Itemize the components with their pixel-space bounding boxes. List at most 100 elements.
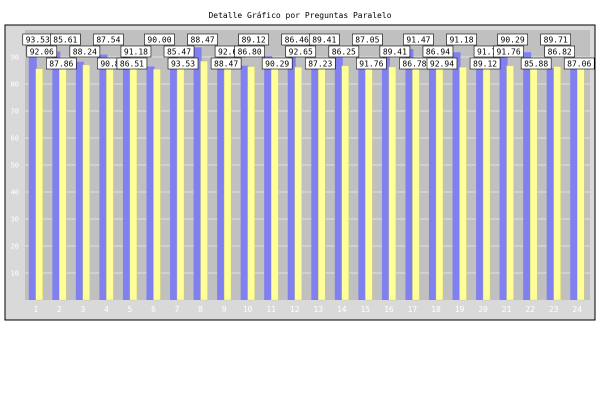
bar-series-1 (287, 49, 296, 300)
bar-series-2 (388, 66, 397, 301)
data-label: 90.00 (147, 36, 171, 45)
x-tick-label: 1 (33, 305, 38, 314)
bar-series-2 (459, 67, 467, 301)
data-label-box (234, 45, 265, 58)
x-tick-label: 22 (525, 305, 535, 314)
bar-series-1 (240, 65, 249, 300)
data-label: 87.54 (96, 36, 120, 45)
data-label-box (167, 57, 199, 70)
x-tick-label: 2 (57, 305, 62, 314)
y-tick-label: 60 (11, 135, 19, 143)
data-label-box (403, 33, 434, 46)
data-label: 88.47 (191, 36, 215, 45)
bar-series-1 (523, 52, 532, 300)
data-label-box (352, 33, 383, 46)
bar-series-1 (264, 56, 273, 301)
bar-series-2 (577, 65, 585, 301)
data-label-box (120, 45, 152, 58)
y-tick-label: 20 (11, 243, 19, 251)
bar-series-1 (170, 57, 179, 300)
bar-series-2 (553, 66, 561, 301)
data-label: 86.25 (332, 48, 356, 57)
x-tick-label: 20 (478, 305, 488, 314)
data-label: 89.41 (312, 36, 336, 45)
data-label-box (144, 33, 175, 46)
data-label: 91.18 (449, 36, 473, 45)
y-tick-label: 50 (11, 162, 19, 170)
data-label-box (238, 33, 269, 46)
data-label: 85.61 (53, 36, 77, 45)
data-label-box (422, 45, 454, 58)
data-label: 90.29 (265, 60, 289, 69)
x-tick-label: 13 (313, 305, 323, 314)
data-label-box (26, 45, 58, 58)
data-label: 91.47 (406, 36, 430, 45)
bar-series-1 (499, 56, 508, 301)
bar-series-2 (529, 67, 538, 301)
data-label: 86.78 (402, 60, 426, 69)
data-label: 87.23 (308, 60, 332, 69)
data-label: 87.05 (355, 36, 379, 45)
x-tick-label: 6 (151, 305, 156, 314)
data-label: 90.29 (501, 36, 525, 45)
x-tick-label: 15 (361, 305, 371, 314)
bar-series-2 (223, 59, 232, 301)
x-tick-label: 23 (549, 305, 559, 314)
bar-series-2 (200, 60, 208, 301)
bar-series-1 (405, 49, 414, 301)
bar-series-2 (176, 60, 185, 301)
x-tick-label: 16 (384, 305, 394, 314)
data-label: 91.76 (497, 48, 521, 57)
bar-series-1 (570, 57, 579, 300)
bar-series-1 (476, 59, 485, 300)
data-label: 89.71 (544, 36, 568, 45)
data-label: 88.47 (214, 60, 238, 69)
data-label: 90.88 (100, 60, 124, 69)
data-label: 88.24 (73, 48, 97, 57)
data-label-box (563, 57, 595, 70)
bar-series-2 (270, 64, 279, 301)
data-label: 85.88 (524, 60, 548, 69)
data-label: 91.76 (477, 48, 501, 57)
x-tick-label: 11 (266, 305, 276, 314)
data-label-box (520, 57, 552, 70)
x-tick-label: 19 (455, 305, 465, 314)
bar-series-1 (217, 49, 226, 300)
bar-series-2 (318, 64, 326, 301)
bar-series-2 (35, 68, 43, 301)
data-label-box (210, 57, 242, 70)
bar-series-2 (365, 65, 373, 301)
data-label-box (116, 57, 148, 70)
bar-series-1 (146, 66, 155, 300)
bar-series-1 (546, 68, 555, 301)
data-label: 92.65 (218, 48, 242, 57)
data-label-box (328, 45, 360, 58)
bar-series-2 (59, 62, 67, 301)
bar-series-1 (75, 61, 84, 300)
bar-series-2 (294, 66, 302, 301)
x-tick-label: 4 (104, 305, 109, 314)
bar-series-1 (52, 51, 61, 300)
x-tick-label: 18 (431, 305, 441, 314)
y-tick-label: 30 (11, 216, 19, 224)
data-label: 92.65 (289, 48, 313, 57)
data-label-box (446, 33, 477, 46)
data-label-box (493, 45, 524, 58)
data-label-box (69, 45, 101, 58)
data-label: 93.53 (26, 36, 50, 45)
x-tick-label: 10 (243, 305, 253, 314)
data-label-box (304, 57, 336, 70)
data-label: 89.41 (383, 48, 407, 57)
bar-series-2 (435, 64, 444, 301)
x-tick-label: 17 (408, 305, 418, 314)
bar-series-1 (28, 47, 37, 301)
bar-series-1 (122, 53, 131, 301)
data-label: 86.82 (548, 48, 572, 57)
data-label: 92.06 (30, 48, 54, 57)
data-label-box (50, 33, 81, 46)
x-tick-label: 14 (337, 305, 347, 314)
x-tick-label: 12 (290, 305, 300, 314)
bar-series-2 (247, 66, 255, 301)
data-label: 87.86 (49, 60, 73, 69)
bar-series-1 (428, 53, 437, 301)
